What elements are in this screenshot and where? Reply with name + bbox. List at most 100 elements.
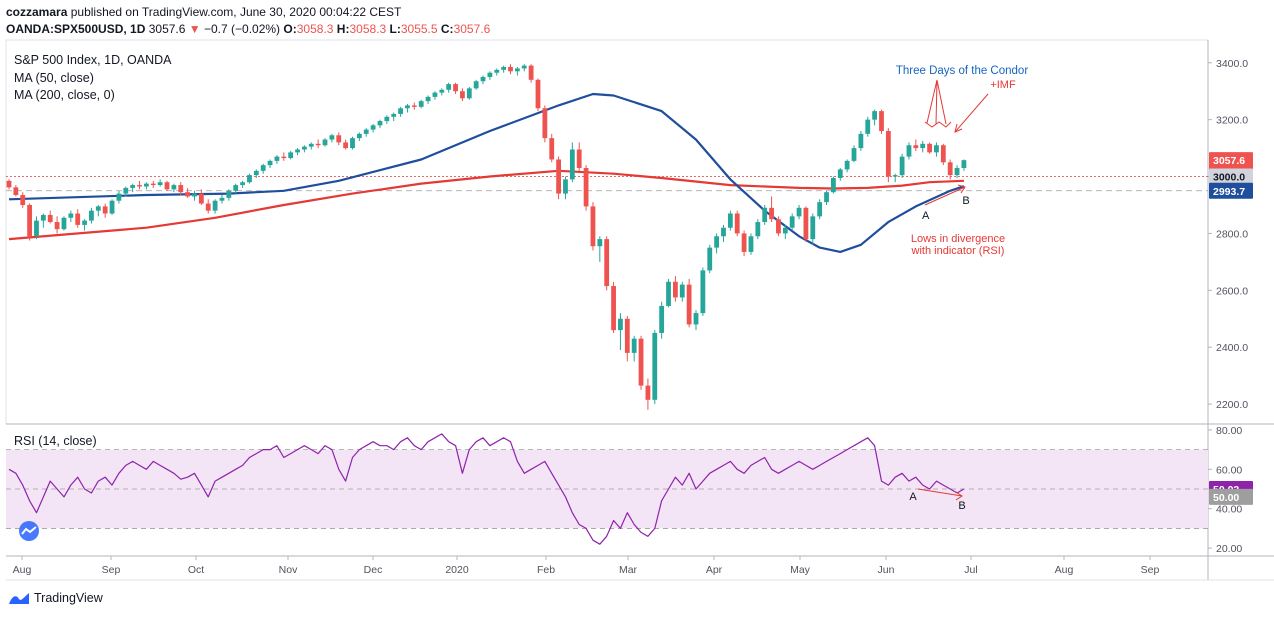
candle-body	[75, 213, 81, 225]
down-triangle-icon: ▼	[188, 22, 201, 36]
time-tick-label: Sep	[102, 564, 121, 576]
legend-main: S&P 500 Index, 1D, OANDA	[14, 53, 172, 67]
publisher-name[interactable]: cozzamara	[6, 5, 68, 19]
candle-body	[556, 159, 561, 194]
low-label: L:	[389, 22, 401, 36]
tradingview-watermark-icon[interactable]	[16, 521, 42, 541]
candle-body	[659, 305, 665, 333]
candle-body	[240, 182, 245, 186]
annotation-a-price: A	[922, 210, 930, 222]
candle-body	[947, 162, 953, 176]
rsi-axis-label: 50.00	[1213, 492, 1239, 504]
candle-body	[707, 247, 713, 271]
candle-body	[82, 220, 87, 225]
candle-body	[47, 214, 53, 223]
candle-body	[61, 217, 67, 230]
candle-body	[624, 318, 630, 353]
candle-body	[892, 175, 898, 177]
last-price: 3057.6	[148, 22, 186, 36]
candle-body	[260, 165, 266, 171]
candle-body	[350, 138, 355, 149]
candle-body	[116, 193, 122, 201]
candle-body	[192, 193, 197, 197]
candle-body	[137, 185, 142, 187]
candle-body	[130, 185, 136, 188]
time-tick-label: Nov	[279, 564, 298, 576]
candle-body	[253, 170, 259, 176]
candle-body	[700, 270, 706, 314]
brand-footer[interactable]: TradingView	[8, 590, 103, 606]
candle-body	[295, 149, 300, 153]
condor-arrow	[936, 79, 947, 125]
candle-body	[796, 207, 802, 217]
candle-body	[927, 143, 932, 153]
tradingview-logo-icon	[9, 593, 29, 604]
candle-body	[95, 206, 101, 211]
candle-body	[157, 182, 163, 186]
candle-body	[604, 239, 610, 287]
candle-body	[439, 89, 445, 93]
candle-body	[576, 149, 582, 168]
candle-body	[940, 145, 946, 163]
price-axis-label-box	[1209, 168, 1253, 185]
annotation-b-rsi: B	[958, 500, 965, 512]
price-divergence-arrow	[924, 186, 966, 206]
annotation-b-price: B	[962, 195, 969, 207]
ma200-line	[8, 169, 964, 241]
condor-arrow	[935, 79, 938, 125]
candle-body	[501, 67, 507, 70]
candle-body	[13, 187, 19, 196]
candle-body	[487, 72, 493, 77]
candle-body	[611, 286, 616, 331]
open-label: O:	[283, 22, 297, 36]
candle-body	[480, 76, 486, 82]
candle-body	[672, 281, 678, 298]
candle-body	[460, 91, 465, 99]
candle-body	[453, 84, 458, 92]
candle-body	[563, 179, 568, 194]
candle-body	[308, 143, 314, 147]
price-tick-label: 2200.0	[1216, 399, 1248, 411]
candle-body	[954, 168, 960, 176]
price-tick-label: 3200.0	[1216, 115, 1248, 127]
candle-body	[40, 214, 46, 221]
candle-body	[336, 135, 342, 143]
candle-body	[54, 222, 60, 230]
candle-body	[302, 146, 307, 150]
time-tick-label: Apr	[706, 564, 723, 576]
candle-body	[666, 281, 671, 306]
high-value: 3058.3	[349, 22, 387, 36]
candle-body	[6, 180, 12, 188]
condor-zigzag	[924, 121, 952, 128]
time-tick-label: Dec	[364, 564, 383, 576]
legend-rsi: RSI (14, close)	[14, 434, 97, 448]
candle-body	[68, 213, 74, 218]
candle-body	[185, 192, 191, 197]
candle-body	[178, 185, 184, 193]
candle-body	[27, 204, 33, 237]
candle-body	[693, 313, 699, 325]
candle-body	[858, 133, 864, 149]
candle-body	[844, 160, 850, 170]
candle-body	[508, 67, 513, 72]
brand-name: TradingView	[34, 591, 103, 605]
candle-body	[363, 129, 369, 134]
high-label: H:	[336, 22, 350, 36]
candle-body	[370, 125, 376, 130]
candle-body	[817, 202, 823, 217]
candle-body	[721, 227, 726, 237]
annotation-lows-2: with indicator (RSI)	[911, 245, 1005, 257]
candle-body	[198, 193, 204, 204]
candle-body	[549, 138, 555, 160]
candle-body	[824, 192, 829, 203]
candle-body	[755, 222, 761, 237]
candle-body	[405, 105, 410, 109]
ohlc-line: OANDA:SPX500USD, 1D 3057.6 ▼ −0.7 (−0.02…	[6, 22, 490, 36]
candle-body	[727, 213, 733, 228]
candle-body	[920, 143, 926, 149]
candle-body	[837, 169, 843, 178]
ma50-line	[8, 92, 965, 253]
candle-body	[686, 284, 692, 325]
candle-body	[205, 203, 211, 211]
